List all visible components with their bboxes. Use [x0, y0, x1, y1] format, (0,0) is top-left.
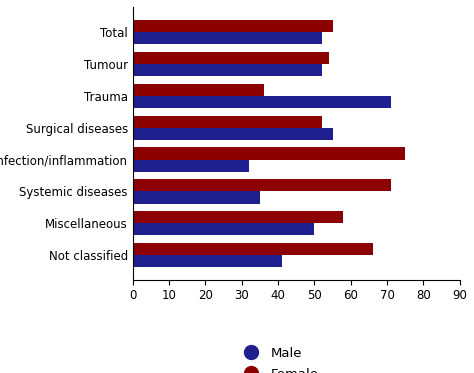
Bar [133, 243, 373, 255]
Bar [133, 223, 314, 235]
Bar [133, 128, 333, 140]
Bar [133, 179, 391, 191]
Bar [133, 64, 322, 76]
Bar [133, 255, 282, 267]
Bar [133, 32, 322, 44]
Bar [133, 147, 405, 160]
Bar [133, 191, 260, 204]
Bar [133, 211, 344, 223]
Bar [133, 20, 333, 32]
Bar [133, 52, 329, 64]
Bar [133, 116, 322, 128]
Legend: Male, Female: Male, Female [231, 341, 325, 373]
Bar [133, 96, 391, 108]
Bar [133, 84, 264, 96]
Bar [133, 160, 249, 172]
